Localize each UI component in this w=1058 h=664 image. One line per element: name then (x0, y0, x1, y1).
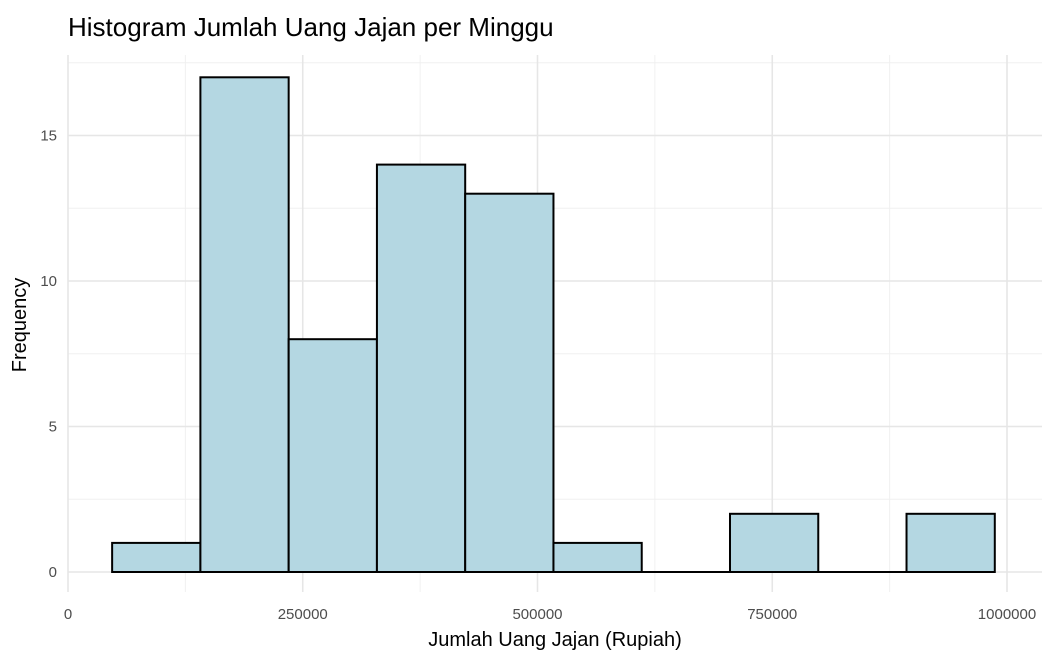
x-tick-label: 750000 (747, 606, 797, 623)
histogram-bar (199, 76, 290, 574)
x-tick-label: 500000 (512, 606, 562, 623)
histogram-bar (464, 192, 555, 573)
chart-title: Histogram Jumlah Uang Jajan per Minggu (68, 12, 554, 42)
histogram-bar (552, 541, 643, 574)
x-tick-label: 0 (64, 606, 72, 623)
y-tick-label: 5 (49, 419, 57, 436)
x-tick-label: 1000000 (978, 606, 1036, 623)
histogram-bar (287, 338, 378, 574)
histogram-bar (111, 541, 202, 574)
histogram-bar (905, 512, 996, 573)
y-tick-label: 0 (49, 564, 57, 581)
y-tick-label: 15 (40, 128, 57, 145)
x-tick-label: 250000 (278, 606, 328, 623)
histogram-bar (728, 512, 820, 573)
histogram-bar (375, 163, 467, 573)
histogram-bars (111, 76, 996, 574)
y-axis-ticks: 0 5 10 15 (40, 128, 57, 582)
x-axis-label: Jumlah Uang Jajan (Rupiah) (428, 629, 681, 651)
y-tick-label: 10 (40, 273, 57, 290)
x-axis-ticks: 0 250000 500000 750000 1000000 (64, 606, 1036, 623)
y-axis-label: Frequency (9, 278, 31, 373)
